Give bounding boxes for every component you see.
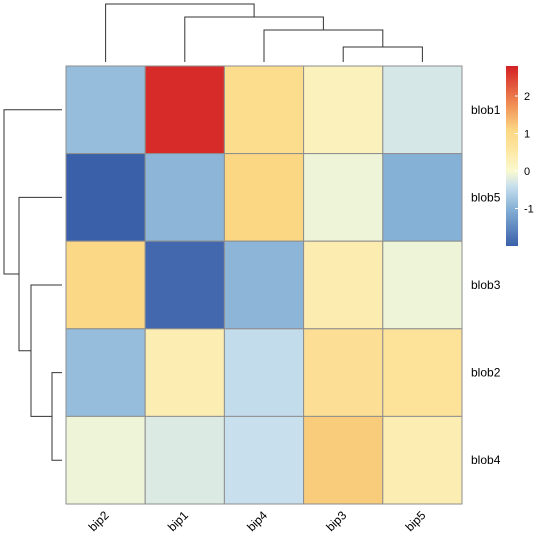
heatmap-cell-blob5-bip2 bbox=[65, 153, 146, 242]
heatmap-cell-blob5-bip5 bbox=[382, 153, 463, 242]
column-labels: bip2 bip1 bip4 bip3 bip5 bbox=[86, 508, 429, 534]
row-label-blob1: blob1 bbox=[471, 103, 501, 117]
heatmap-cell-blob5-bip3 bbox=[303, 153, 384, 242]
heatmap-cell-blob1-bip2 bbox=[65, 65, 146, 155]
heatmap-cell-blob2-bip3 bbox=[303, 328, 384, 417]
heatmap-cells bbox=[65, 65, 463, 505]
legend-tick-label-0: 0 bbox=[524, 166, 530, 178]
column-dendrogram-link-3 bbox=[184, 16, 324, 62]
heatmap-cell-blob4-bip4 bbox=[223, 415, 305, 505]
heatmap-cell-blob2-bip1 bbox=[144, 328, 225, 417]
row-labels: blob1 blob5 blob3 blob2 blob4 bbox=[471, 103, 501, 467]
color-legend: -1 0 1 2 bbox=[506, 66, 534, 246]
legend-color-bar bbox=[506, 66, 518, 246]
row-label-blob3: blob3 bbox=[471, 278, 501, 292]
row-dendrogram-link-3 bbox=[18, 196, 62, 352]
heatmap-cell-blob1-bip5 bbox=[382, 65, 463, 155]
column-dendrogram-link-2 bbox=[263, 29, 384, 62]
row-dendrogram-link-1 bbox=[51, 372, 62, 461]
heatmap-cell-blob5-bip1 bbox=[144, 153, 225, 242]
heatmap-cell-blob3-bip4 bbox=[223, 240, 305, 330]
heatmap-cell-blob4-bip2 bbox=[65, 415, 146, 505]
row-label-blob2: blob2 bbox=[471, 366, 501, 380]
heatmap-cell-blob1-bip3 bbox=[303, 65, 384, 155]
column-label-bip5: bip5 bbox=[403, 508, 429, 534]
heatmap-cell-blob5-bip4 bbox=[223, 153, 305, 242]
heatmap-cell-blob3-bip3 bbox=[303, 240, 384, 330]
column-dendrogram-link-1 bbox=[342, 46, 423, 62]
heatmap-cell-blob4-bip1 bbox=[144, 415, 225, 505]
heatmap-cell-blob4-bip5 bbox=[382, 415, 463, 505]
column-label-bip3: bip3 bbox=[323, 508, 349, 534]
column-label-bip4: bip4 bbox=[244, 508, 270, 534]
heatmap-cell-blob4-bip3 bbox=[303, 415, 384, 505]
heatmap-cell-blob2-bip2 bbox=[65, 328, 146, 417]
row-label-blob4: blob4 bbox=[471, 453, 501, 467]
heatmap-cell-blob3-bip2 bbox=[65, 240, 146, 330]
row-label-blob5: blob5 bbox=[471, 190, 501, 204]
heatmap-cell-blob3-bip1 bbox=[144, 240, 225, 330]
heatmap-cell-blob1-bip1 bbox=[144, 65, 225, 155]
row-dendrogram-link-2 bbox=[30, 284, 62, 417]
heatmap-cell-blob2-bip4 bbox=[223, 328, 305, 417]
legend-tick-label-1: 1 bbox=[524, 129, 530, 141]
heatmap-cell-blob2-bip5 bbox=[382, 328, 463, 417]
column-dendrogram bbox=[105, 3, 423, 62]
row-dendrogram-link-4 bbox=[3, 109, 62, 275]
row-dendrogram bbox=[3, 109, 62, 461]
legend-tick-label-2: 2 bbox=[524, 91, 530, 103]
column-label-bip2: bip2 bbox=[86, 508, 112, 534]
column-dendrogram-link-4 bbox=[105, 3, 255, 62]
column-label-bip1: bip1 bbox=[165, 508, 191, 534]
heatmap-cell-blob1-bip4 bbox=[223, 65, 305, 155]
legend-tick-label--1: -1 bbox=[524, 204, 534, 216]
heatmap-cell-blob3-bip5 bbox=[382, 240, 463, 330]
